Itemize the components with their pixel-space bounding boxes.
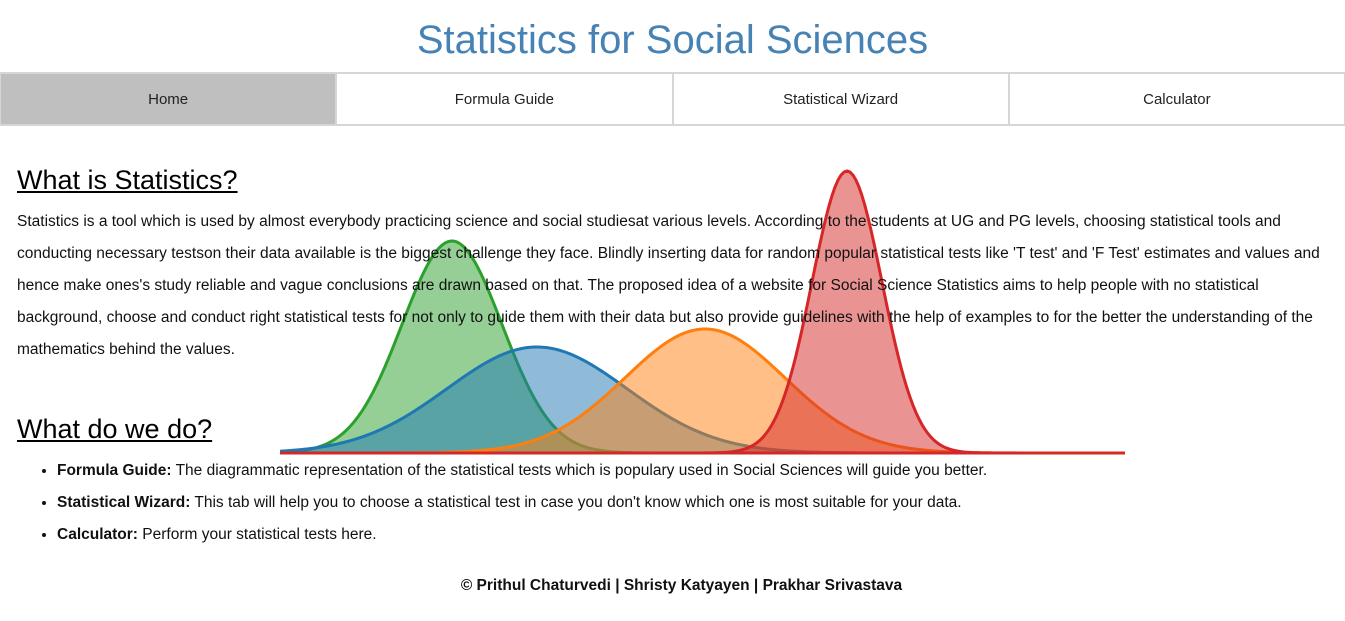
- nav-tab-home[interactable]: Home: [0, 72, 337, 126]
- what-is-statistics-paragraph: Statistics is a tool which is used by al…: [17, 213, 1320, 358]
- what-do-we-do-heading: What do we do?: [17, 414, 213, 444]
- list-item-term: Formula Guide:: [57, 462, 172, 479]
- list-item-desc: The diagrammatic representation of the s…: [171, 462, 988, 479]
- list-item-statistical-wizard: Statistical Wizard: This tab will help y…: [57, 487, 1332, 519]
- feature-list: Formula Guide: The diagrammatic represen…: [17, 455, 1332, 551]
- list-item-term: Calculator:: [57, 526, 138, 543]
- list-item-desc: Perform your statistical tests here.: [137, 526, 377, 543]
- site-title: Statistics for Social Sciences: [416, 18, 929, 62]
- list-item-calculator: Calculator: Perform your statistical tes…: [57, 519, 1332, 551]
- main-nav: Home Formula Guide Statistical Wizard Ca…: [0, 72, 1345, 126]
- main-content: What is Statistics? Statistics is a tool…: [17, 160, 1332, 551]
- list-item-desc: This tab will help you to choose a stati…: [190, 494, 962, 511]
- list-item-term: Statistical Wizard:: [57, 494, 191, 511]
- list-item-formula-guide: Formula Guide: The diagrammatic represen…: [57, 455, 1332, 487]
- footer-credits: © Prithul Chaturvedi | Shristy Katyayen …: [460, 577, 903, 594]
- nav-tab-calculator[interactable]: Calculator: [1008, 72, 1345, 126]
- nav-tab-statistical-wizard[interactable]: Statistical Wizard: [672, 72, 1009, 126]
- what-is-statistics-heading: What is Statistics?: [17, 165, 238, 195]
- nav-tab-formula-guide[interactable]: Formula Guide: [336, 72, 673, 126]
